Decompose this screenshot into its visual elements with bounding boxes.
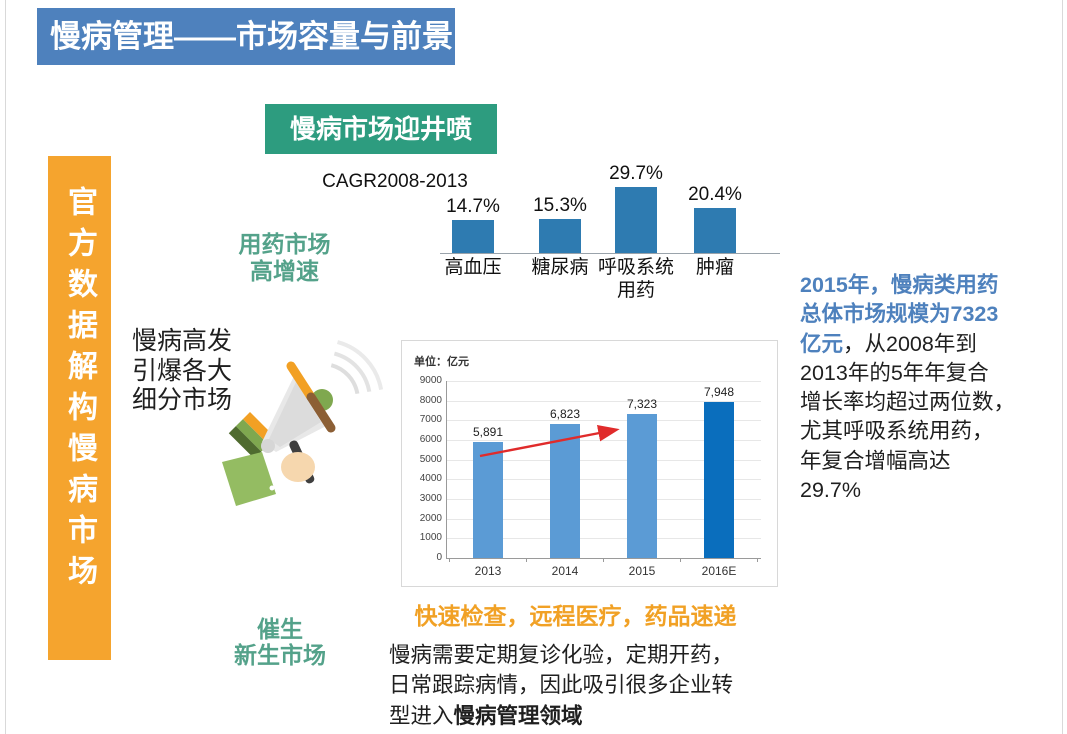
revenue-bar — [550, 424, 580, 558]
right-note-line3-rest: ，从2008年到 — [843, 331, 977, 356]
right-note-line8: 29.7% — [800, 478, 861, 503]
mini-bar-value-label: 14.7% — [446, 196, 500, 217]
y-tick-label: 9000 — [419, 375, 442, 386]
mini-bar-value-label: 29.7% — [609, 163, 663, 184]
services-headline: 快速检查，远程医疗，药品速递 — [414, 603, 737, 629]
y-axis-line — [446, 381, 447, 558]
megaphone-rim-orange — [286, 361, 316, 402]
bottom-paragraph-line3: 型进入慢病管理领域 — [389, 701, 779, 731]
megaphone-illustration — [222, 340, 384, 506]
left-note-line3: 细分市场 — [132, 386, 233, 414]
mini-bar — [615, 187, 657, 253]
right-note-line6: 尤其呼吸系统用药， — [800, 419, 994, 444]
left-note: 慢病高发 引爆各大 细分市场 — [132, 327, 232, 416]
market-size-chart-panel: 单位：亿元 0 1000 2000 3000 4000 5000 6000 7000 8000 9… — [401, 340, 778, 587]
right-note-line4: 2013年的5年年复合 — [800, 360, 989, 385]
right-note-line2: 总体市场规模为7323 — [800, 302, 999, 327]
y-tick-label: 3000 — [419, 493, 442, 504]
x-axis-label: 2016E — [701, 564, 737, 578]
y-tick-label: 8000 — [419, 395, 442, 406]
y-tick-label: 0 — [436, 552, 442, 563]
x-axis-label: 2013 — [474, 564, 502, 578]
mini-bar-value-label: 20.4% — [688, 184, 742, 205]
mini-bar-category-label: 糖尿病 — [531, 257, 589, 278]
x-axis-tick — [526, 558, 527, 562]
bar-value-label: 5,891 — [472, 425, 504, 439]
gridline — [446, 460, 761, 461]
bottom-paragraph-line1: 慢病需要定期复诊化验，定期开药， — [389, 643, 734, 667]
gridline — [446, 499, 761, 500]
megaphone-cone-shade — [269, 382, 321, 447]
drug-market-label-line2: 高增速 — [250, 258, 319, 284]
left-note-line2: 引爆各大 — [132, 356, 233, 385]
mini-bar — [539, 219, 581, 253]
bottom-paragraph: 慢病需要定期复诊化验，定期开药， 日常跟踪病情，因此吸引很多企业转 型进入慢病管… — [389, 640, 779, 731]
megaphone-rim-brown — [306, 392, 336, 433]
bar-value-label: 6,823 — [549, 407, 581, 421]
revenue-bar — [704, 402, 734, 558]
right-note-line3-highlight: 亿元 — [800, 331, 844, 356]
red-trend-arrow-icon — [479, 424, 620, 458]
drug-market-label: 用药市场 高增速 — [222, 231, 347, 285]
y-tick-label: 7000 — [419, 414, 442, 425]
mini-chart-title: CAGR2008-2013 — [322, 171, 468, 192]
y-tick-label: 6000 — [419, 434, 442, 445]
catalyst-line2: 新生市场 — [234, 642, 326, 668]
drug-market-label-line1: 用药市场 — [238, 231, 331, 257]
x-axis-tick — [757, 558, 758, 562]
sleeve-button — [269, 485, 275, 491]
right-note-line3: 亿元，从2008年到 — [800, 330, 1067, 359]
gridline — [446, 519, 761, 520]
hand-fist — [281, 452, 315, 482]
left-note-line1: 慢病高发 — [132, 327, 233, 355]
left-border-line — [5, 0, 6, 734]
mini-bar-category-label: 肿瘤 — [695, 257, 734, 278]
right-note-line5: 增长率均超过两位数， — [800, 390, 1016, 415]
sleeve — [222, 452, 276, 506]
gridline — [446, 479, 761, 480]
sidebar: 官方数据解构慢病市场 — [48, 156, 111, 660]
mini-bar-category-label: 呼吸系统 用药 — [597, 257, 674, 301]
bar-value-label: 7,948 — [703, 385, 735, 399]
x-axis-tick — [449, 558, 450, 562]
market-size-bar-chart: 0 1000 2000 3000 4000 5000 6000 7000 8000 9000 5,8… — [402, 341, 777, 586]
y-tick-label: 4000 — [419, 473, 442, 484]
x-axis-label: 2014 — [551, 564, 579, 578]
chart-unit-label: 单位：亿元 — [414, 356, 469, 368]
right-note: 2015年，慢病类用药 总体市场规模为7323 亿元，从2008年到 2013年… — [800, 271, 1067, 505]
x-axis-tick — [603, 558, 604, 562]
y-tick-label: 1000 — [419, 532, 442, 543]
gridline — [446, 401, 761, 402]
bar-value-label: 7,323 — [626, 397, 658, 411]
sound-waves-icon — [330, 340, 384, 395]
bottom-paragraph-line3-prefix: 型进入 — [389, 703, 454, 728]
mini-bar — [694, 208, 736, 253]
x-axis-label: 2015 — [628, 564, 656, 578]
right-note-line7: 年复合增幅高达 — [800, 448, 951, 473]
y-tick-label: 2000 — [419, 513, 442, 524]
sidebar-label: 官方数据解构慢病市场 — [63, 186, 96, 596]
gridline — [446, 381, 761, 382]
bottom-paragraph-line2: 日常跟踪病情，因此吸引很多企业转 — [389, 673, 734, 698]
right-note-line1: 2015年，慢病类用药 — [800, 273, 999, 297]
mini-bar — [452, 220, 494, 253]
bottom-paragraph-line3-bold: 慢病管理领域 — [453, 703, 583, 728]
mini-bar-value-label: 15.3% — [533, 195, 587, 216]
cagr-mini-bar-chart: 14.7% 高血压 15.3% 糖尿病 29.7% 呼吸系统 用药 20.4% 肿瘤 — [438, 158, 783, 303]
mini-bar-category-label: 高血压 — [444, 257, 502, 278]
section-badge: 慢病市场迎井喷 — [265, 104, 497, 154]
revenue-bar — [473, 442, 503, 558]
megaphone-mouthpiece — [261, 439, 275, 453]
x-axis-tick — [680, 558, 681, 562]
catalyst-line1: 催生 — [257, 616, 303, 642]
gridline — [446, 538, 761, 539]
page-title: 慢病管理——市场容量与前景 — [37, 8, 455, 65]
catalyst-label: 催生 新生市场 — [215, 616, 345, 668]
revenue-bar — [627, 414, 657, 558]
mini-chart-baseline — [440, 253, 780, 254]
right-border-line — [1062, 0, 1063, 734]
gridline — [446, 420, 761, 421]
y-tick-label: 5000 — [419, 454, 442, 465]
